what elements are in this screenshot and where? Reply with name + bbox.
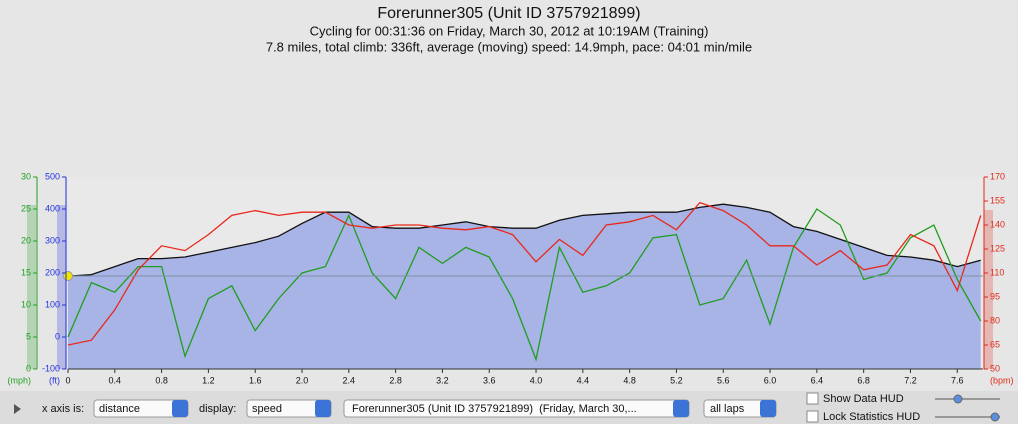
axis-label: (bpm) xyxy=(990,375,1014,385)
checkbox-label[interactable]: Show Data HUD xyxy=(823,393,904,405)
y-tick-label: 0 xyxy=(55,331,60,341)
slider-thumb[interactable] xyxy=(990,412,1000,422)
x-tick-label: 6.4 xyxy=(811,375,824,385)
x-tick-label: 4.8 xyxy=(623,375,636,385)
x-tick-label: 4.4 xyxy=(577,375,590,385)
x-tick-label: 0.8 xyxy=(155,375,168,385)
x-tick-label: 4.0 xyxy=(530,375,543,385)
select-arrow[interactable] xyxy=(673,400,689,417)
play-button[interactable] xyxy=(14,404,21,414)
y-tick-label: 400 xyxy=(45,203,60,213)
select-value[interactable]: Forerunner305 (Unit ID 3757921899) (Frid… xyxy=(352,403,637,415)
display-select[interactable]: speed xyxy=(246,399,332,418)
y-tick-label: 5 xyxy=(26,331,31,341)
y-tick-label: 170 xyxy=(990,171,1005,181)
y-tick-label: 80 xyxy=(990,315,1000,325)
axis-range-bar xyxy=(27,205,36,369)
device-select[interactable]: Forerunner305 (Unit ID 3757921899) (Frid… xyxy=(343,399,690,418)
chart-title: Forerunner305 (Unit ID 3757921899) xyxy=(377,5,640,22)
x-tick-label: 5.6 xyxy=(717,375,730,385)
slider-thumb[interactable] xyxy=(953,394,963,404)
elevation-line xyxy=(67,203,981,277)
x-tick-label: 1.6 xyxy=(249,375,262,385)
y-tick-label: 100 xyxy=(45,299,60,309)
x-tick-label: 1.2 xyxy=(202,375,215,385)
y-tick-label: 30 xyxy=(21,171,31,181)
select-arrow[interactable] xyxy=(760,400,776,417)
y-tick-label: -100 xyxy=(42,363,60,373)
x-tick-label: 3.6 xyxy=(483,375,496,385)
x-tick-label: 7.2 xyxy=(904,375,917,385)
series-line xyxy=(67,201,982,346)
y-tick-label: 110 xyxy=(990,267,1004,277)
y-tick-label: 140 xyxy=(990,219,1005,229)
y-tick-label: 10 xyxy=(21,299,31,309)
y-tick-label: 95 xyxy=(990,291,1000,301)
x-tick-label: 2.4 xyxy=(343,375,356,385)
y-tick-label: 20 xyxy=(21,235,31,245)
axis-range-bar xyxy=(57,205,66,369)
checkbox[interactable] xyxy=(806,392,819,405)
y-tick-label: 155 xyxy=(990,195,1005,205)
axis-range-bar xyxy=(984,210,993,369)
x-tick-label: 0 xyxy=(65,375,70,385)
y-tick-label: 0 xyxy=(26,363,31,373)
y-tick-label: 50 xyxy=(990,363,1000,373)
series-line xyxy=(67,208,982,362)
laps-select[interactable]: all laps xyxy=(703,399,777,418)
x-tick-label: 6.8 xyxy=(857,375,870,385)
toolbar: x axis is: distance display: speed Forer… xyxy=(0,391,1018,424)
select-value[interactable]: speed xyxy=(252,403,282,415)
x-tick-label: 5.2 xyxy=(670,375,683,385)
x-axis-select[interactable]: distance xyxy=(93,399,189,418)
y-tick-label: 125 xyxy=(990,243,1005,253)
y-tick-label: 15 xyxy=(21,267,31,277)
select-arrow[interactable] xyxy=(172,400,188,417)
label: display: xyxy=(199,403,236,415)
plot xyxy=(67,201,982,369)
x-tick-label: 0.4 xyxy=(109,375,122,385)
checkbox[interactable] xyxy=(806,410,819,423)
axis-label: (ft) xyxy=(49,375,60,385)
x-tick-label: 2.0 xyxy=(296,375,309,385)
chart-subtitle: 7.8 miles, total climb: 336ft, average (… xyxy=(266,39,752,54)
x-tick-label: 6.0 xyxy=(764,375,777,385)
label: x axis is: xyxy=(42,403,84,415)
elevation-area xyxy=(68,204,981,369)
y-tick-label: 65 xyxy=(990,339,1000,349)
x-tick-label: 3.2 xyxy=(436,375,449,385)
checkbox-label[interactable]: Lock Statistics HUD xyxy=(823,411,920,423)
select-value[interactable]: distance xyxy=(99,403,140,415)
y-tick-label: 500 xyxy=(45,171,60,181)
select-arrow[interactable] xyxy=(315,400,331,417)
x-tick-label: 7.6 xyxy=(951,375,964,385)
y-tick-label: 25 xyxy=(21,203,31,213)
x-tick-label: 2.8 xyxy=(389,375,402,385)
select-value[interactable]: all laps xyxy=(710,403,745,415)
chart-subtitle: Cycling for 00:31:36 on Friday, March 30… xyxy=(310,23,709,38)
axis-label: (mph) xyxy=(7,375,31,385)
y-tick-label: 200 xyxy=(45,267,60,277)
y-tick-label: 300 xyxy=(45,235,60,245)
